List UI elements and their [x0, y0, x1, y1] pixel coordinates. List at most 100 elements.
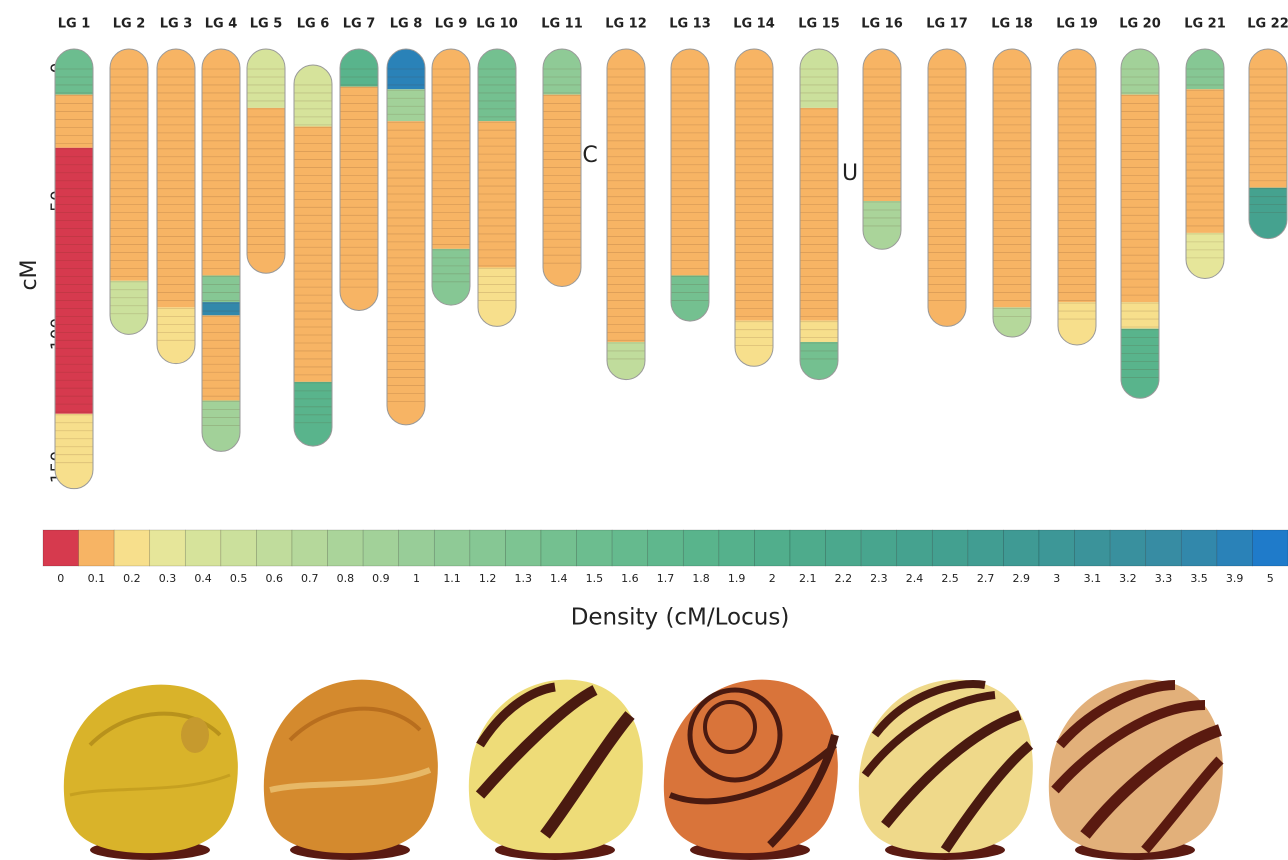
snail [663, 679, 839, 860]
chromosome [110, 49, 148, 335]
density-segment [1186, 232, 1224, 279]
legend-swatch [1109, 529, 1147, 567]
density-segment [478, 267, 516, 327]
chromosome-outline [246, 48, 286, 274]
legend-swatch [398, 529, 435, 567]
legend-swatch [825, 529, 862, 567]
density-segment [294, 126, 332, 382]
density-segment [1058, 49, 1096, 303]
density-segment [340, 86, 378, 311]
legend-label: 3.9 [1226, 572, 1244, 585]
chromosome [294, 64, 332, 447]
density-segment [543, 49, 581, 95]
chromosome [1186, 49, 1224, 279]
chromosome [671, 49, 709, 322]
group-label: LG 15 [798, 17, 840, 32]
density-segment [1121, 328, 1159, 399]
chromosome-outline [339, 48, 379, 311]
legend-title: Density (cM/Locus) [571, 605, 790, 631]
legend-label: 0 [57, 572, 64, 585]
legend-label: 0.3 [159, 572, 177, 585]
group-label: LG 7 [343, 17, 376, 32]
legend-swatch [789, 529, 826, 567]
legend-swatch [1180, 529, 1218, 567]
y-axis-label: cM [17, 259, 42, 290]
density-segment [55, 147, 93, 414]
legend-label: 2.3 [870, 572, 888, 585]
density-segment [202, 275, 240, 303]
group-label: LG 12 [605, 17, 647, 32]
annotation: U [842, 161, 858, 186]
chromosome [432, 49, 470, 306]
density-segment [800, 341, 838, 380]
legend-label: 0.4 [194, 572, 212, 585]
snail-photos [63, 679, 1224, 860]
density-segment [202, 315, 240, 401]
group-label: LG 2 [113, 17, 146, 32]
legend-label: 2.5 [941, 572, 959, 585]
density-segment [55, 94, 93, 148]
legend-swatch [931, 529, 969, 567]
legend-swatch [78, 529, 115, 567]
chromosome [478, 49, 516, 327]
chromosome [863, 49, 901, 250]
density-segment [1058, 302, 1096, 346]
legend-label: 1.9 [728, 572, 746, 585]
chromosome [202, 49, 240, 452]
group-label: LG 14 [733, 17, 775, 32]
density-segment [340, 49, 378, 87]
legend-swatch [967, 529, 1004, 567]
chromosome-outline [156, 48, 196, 365]
density-segment [294, 64, 332, 127]
legend-label: 1.5 [586, 572, 604, 585]
chromosome [55, 49, 93, 489]
chromosome [1121, 49, 1159, 399]
chromosome-outline [606, 48, 646, 381]
density-segment [607, 49, 645, 342]
group-label: LG 4 [205, 17, 238, 32]
chromosome-outline [109, 48, 149, 335]
legend-swatch [1252, 529, 1288, 567]
density-segment [202, 400, 240, 452]
density-segment [387, 49, 425, 90]
legend-swatch [291, 529, 328, 567]
legend-label: 2.9 [1012, 572, 1030, 585]
legend-swatch [647, 529, 684, 567]
density-segment [247, 107, 285, 274]
density-segment [607, 341, 645, 380]
chromosome [1058, 49, 1096, 346]
chromosome [993, 49, 1031, 338]
density-segment [1121, 302, 1159, 329]
group-label: LG 16 [861, 17, 903, 32]
chromosome-outline [542, 48, 582, 287]
chromosome-outline [1248, 48, 1288, 240]
legend-label: 2.7 [977, 572, 995, 585]
legend-label: 0.1 [88, 572, 106, 585]
chromosome [157, 49, 195, 364]
chromosome-outline [862, 48, 902, 250]
chromosome [543, 49, 581, 287]
chromosome [607, 49, 645, 380]
legend-swatch [896, 529, 933, 567]
legend-label: 1.2 [479, 572, 497, 585]
group-label: LG 10 [476, 17, 518, 32]
group-label: LG 6 [297, 17, 330, 32]
legend-swatch [42, 529, 79, 567]
legend-swatch [1216, 529, 1253, 567]
legend-swatch [362, 529, 400, 567]
legend-label: 3.3 [1155, 572, 1173, 585]
legend-label: 0.9 [372, 572, 390, 585]
chromosome-outline [54, 48, 94, 490]
legend-swatch [220, 529, 257, 567]
legend-label: 3 [1053, 572, 1060, 585]
density-segment [928, 49, 966, 327]
legend-swatch [1003, 529, 1040, 567]
density-segment [110, 280, 148, 335]
density-segment [863, 201, 901, 250]
chromosome [340, 49, 378, 311]
legend-label: 3.2 [1119, 572, 1137, 585]
legend-label: 1 [413, 572, 420, 585]
snail [63, 684, 238, 860]
legend-swatch [540, 529, 577, 567]
legend-label: 3.1 [1084, 572, 1102, 585]
